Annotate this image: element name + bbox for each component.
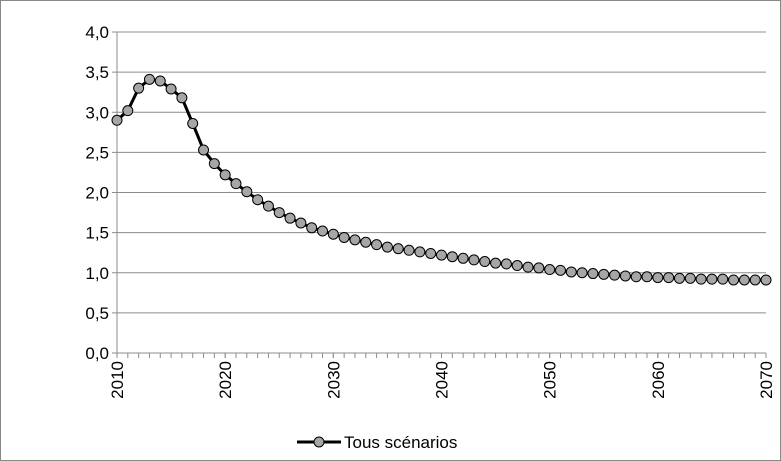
data-point: [446, 251, 458, 263]
data-point: [262, 200, 274, 212]
data-point: [381, 241, 393, 253]
data-point: [500, 258, 512, 270]
data-point: [706, 273, 718, 285]
data-point: [284, 212, 296, 224]
data-point: [522, 261, 534, 273]
data-point: [187, 117, 199, 129]
data-point: [609, 269, 621, 281]
data-point: [663, 272, 675, 284]
data-point: [749, 274, 761, 286]
data-point: [403, 244, 415, 256]
data-point: [468, 254, 480, 266]
data-point: [122, 105, 134, 117]
data-point: [436, 249, 447, 261]
y-tick-label: 2,5: [85, 143, 109, 162]
data-point: [208, 158, 220, 170]
data-point: [576, 267, 588, 279]
data-point: [327, 228, 339, 240]
data-point: [295, 217, 307, 229]
x-tick-label: 2010: [108, 361, 127, 399]
data-point: [133, 82, 145, 94]
data-point: [652, 272, 664, 284]
legend-label: Tous scénarios: [344, 433, 457, 452]
y-tick-label: 0,0: [85, 344, 109, 363]
data-point: [317, 225, 329, 237]
data-point: [738, 274, 750, 286]
data-point: [544, 264, 556, 276]
data-point: [273, 207, 285, 219]
data-point: [252, 194, 264, 206]
data-point: [717, 273, 729, 285]
data-point: [219, 169, 231, 181]
data-point: [695, 273, 707, 285]
x-tick-label: 2060: [649, 361, 668, 399]
y-tick-label: 3,5: [85, 63, 109, 82]
data-point: [143, 73, 155, 85]
y-tick-label: 2,0: [85, 184, 109, 203]
data-point: [533, 262, 545, 274]
data-point: [619, 270, 631, 282]
data-point: [479, 256, 491, 268]
data-point: [392, 243, 404, 255]
data-point: [728, 274, 740, 286]
y-tick-label: 0,5: [85, 304, 109, 323]
data-point: [684, 272, 696, 284]
data-point: [165, 83, 177, 95]
data-point: [641, 271, 653, 283]
legend-marker: [313, 436, 325, 448]
data-point: [490, 257, 502, 269]
data-point: [630, 271, 642, 283]
data-point: [349, 234, 361, 246]
data-point: [425, 247, 437, 259]
data-point: [111, 114, 123, 126]
data-point: [414, 246, 426, 258]
data-point: [338, 231, 350, 243]
data-point: [457, 252, 469, 264]
data-point: [230, 178, 242, 190]
x-tick-label: 2050: [541, 361, 560, 399]
x-tick-label: 2040: [433, 361, 452, 399]
data-point: [306, 222, 318, 234]
data-point: [176, 92, 188, 104]
data-point: [154, 75, 166, 87]
y-tick-label: 1,0: [85, 264, 109, 283]
data-point: [587, 268, 599, 280]
data-point: [198, 144, 210, 156]
data-point: [371, 239, 383, 251]
y-tick-label: 3,0: [85, 103, 109, 122]
y-tick-label: 4,0: [85, 23, 109, 42]
data-point: [360, 236, 372, 248]
data-point: [673, 272, 685, 284]
data-point: [241, 186, 253, 198]
data-point: [598, 268, 610, 280]
x-tick-label: 2020: [216, 361, 235, 399]
data-point: [760, 274, 772, 286]
x-tick-label: 2030: [324, 361, 343, 399]
data-point: [554, 264, 566, 276]
data-point: [565, 266, 577, 278]
data-point: [511, 260, 523, 272]
y-tick-label: 1,5: [85, 224, 109, 243]
x-tick-label: 2070: [757, 361, 776, 399]
